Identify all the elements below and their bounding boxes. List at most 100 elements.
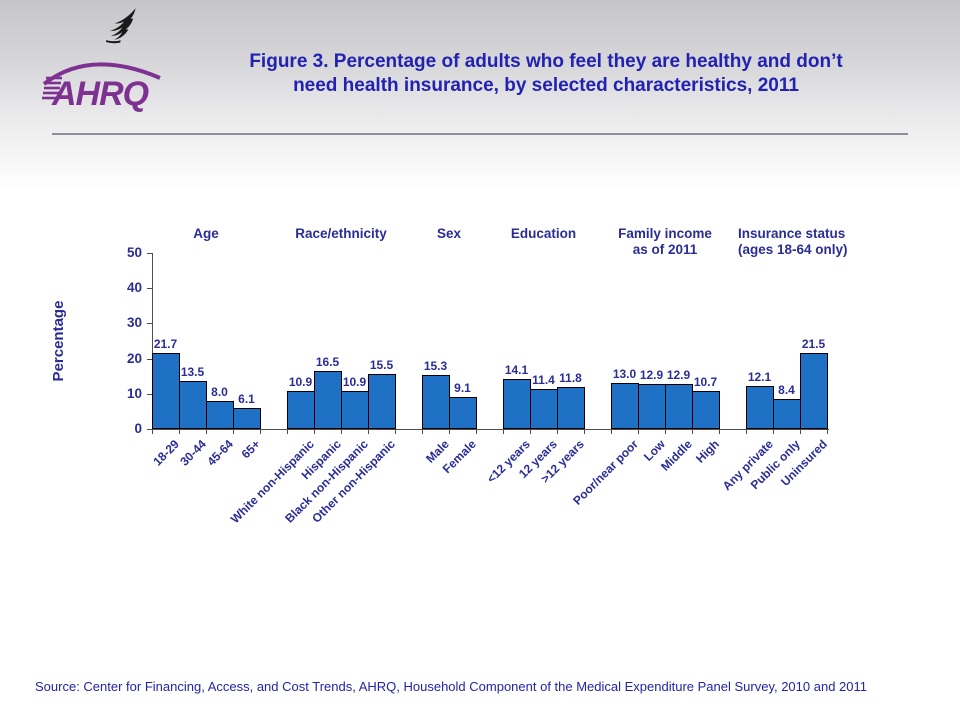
y-tick-label: 20: [126, 350, 142, 366]
bar: [287, 390, 315, 429]
bar: [341, 390, 369, 429]
group-header: Sex: [339, 226, 559, 242]
x-axis-tick: [233, 430, 234, 434]
bar-value-label: 12.9: [666, 367, 691, 382]
x-axis-tick: [260, 430, 261, 434]
x-category-label: 30-44: [176, 437, 209, 469]
bar-value-label: 16.5: [315, 354, 340, 369]
bar-value-label: 21.7: [153, 336, 178, 351]
bar: [503, 379, 531, 429]
y-axis-tick: [147, 358, 152, 360]
bar: [773, 399, 801, 429]
x-axis-tick: [638, 430, 639, 434]
x-axis-tick: [341, 430, 342, 434]
y-tick-label: 0: [134, 421, 142, 436]
bar: [638, 383, 666, 429]
bar: [368, 374, 396, 429]
bar: [233, 407, 261, 429]
y-tick-label: 50: [126, 245, 142, 260]
bar-value-label: 15.5: [369, 358, 394, 373]
y-axis-tick: [147, 429, 152, 430]
bar: [611, 383, 639, 429]
bar-value-label: 11.8: [559, 371, 582, 386]
x-category-label: 65+: [238, 437, 263, 462]
y-tick-label: 30: [126, 315, 142, 331]
bar-value-label: 9.1: [454, 380, 471, 395]
x-axis-tick: [827, 430, 828, 434]
bar: [530, 388, 558, 429]
x-axis-tick: [557, 430, 558, 434]
group-header-line: Age: [193, 226, 219, 241]
x-axis-tick: [449, 430, 450, 434]
figure-title-line1: Figure 3. Percentage of adults who feel …: [249, 51, 843, 72]
y-axis-title: Percentage: [50, 300, 67, 382]
group-header: Education: [434, 226, 654, 242]
y-axis-tick: [147, 253, 152, 254]
bar-value-label: 10.9: [342, 374, 367, 389]
group-header: Insurance status (ages 18-64 only): [738, 226, 848, 258]
y-axis-line: [152, 253, 153, 430]
figure-title: Figure 3. Percentage of adults who feel …: [150, 50, 942, 98]
y-axis-tick: [147, 393, 152, 395]
x-axis-tick: [584, 430, 585, 434]
y-tick-label: 40: [126, 280, 142, 296]
x-axis-tick: [800, 430, 801, 434]
bar-value-label: 13.5: [180, 365, 205, 380]
x-axis-tick: [314, 430, 315, 434]
bar: [179, 381, 207, 429]
x-axis-tick: [368, 430, 369, 434]
group-header: Race/ethnicity: [231, 226, 451, 242]
x-axis-tick: [530, 430, 531, 434]
bar-value-label: 15.3: [423, 359, 448, 374]
bar-value-label: 8.0: [211, 384, 228, 399]
x-axis-tick: [152, 430, 153, 434]
bar-value-label: 8.4: [778, 383, 795, 398]
y-axis-tick: [147, 323, 152, 325]
group-header-line: Sex: [436, 226, 462, 241]
bar-value-label: 13.0: [612, 367, 637, 382]
x-axis-tick: [503, 430, 504, 434]
header-divider: [52, 133, 908, 135]
bar: [152, 352, 180, 429]
bar-value-label: 10.7: [693, 375, 718, 390]
ahrq-logo-text: AHRQ: [51, 75, 149, 113]
bar-value-label: 11.4: [532, 372, 555, 387]
x-axis-tick: [476, 430, 477, 434]
bar-value-label: 21.5: [801, 337, 826, 352]
x-axis-tick: [287, 430, 288, 434]
y-tick-label: 10: [126, 385, 142, 401]
x-axis-tick: [422, 430, 423, 434]
group-header-line: Education: [510, 226, 577, 241]
x-axis-tick: [395, 430, 396, 434]
bar: [800, 353, 828, 429]
bar: [206, 400, 234, 429]
group-header-line: Race/ethnicity: [295, 226, 387, 241]
x-axis-tick: [179, 430, 180, 434]
bar-value-label: 14.1: [504, 363, 529, 378]
bar: [449, 396, 477, 429]
bar: [665, 383, 693, 429]
figure-title-line2: need health insurance, by selected chara…: [293, 75, 799, 96]
x-axis-tick: [719, 430, 720, 434]
group-header-line: (ages 18-64 only): [738, 242, 848, 257]
x-axis-tick: [746, 430, 747, 434]
group-header-line: Family income: [618, 226, 712, 241]
bar-value-label: 6.1: [238, 391, 255, 406]
group-header-line: as of 2011: [632, 242, 698, 257]
x-category-label: High: [692, 437, 722, 466]
x-axis-tick: [773, 430, 774, 434]
bar: [557, 387, 585, 429]
y-axis-tick: [147, 288, 152, 290]
bar-value-label: 12.1: [747, 370, 772, 385]
header-band: [0, 0, 960, 192]
bar: [746, 386, 774, 429]
x-axis-tick: [206, 430, 207, 434]
bar-value-label: 10.9: [288, 374, 313, 389]
group-header-line: Insurance status: [738, 226, 846, 241]
group-header: Family income as of 2011: [555, 226, 775, 258]
x-axis-line: [152, 429, 829, 430]
bar: [314, 370, 342, 429]
x-axis-tick: [611, 430, 612, 434]
